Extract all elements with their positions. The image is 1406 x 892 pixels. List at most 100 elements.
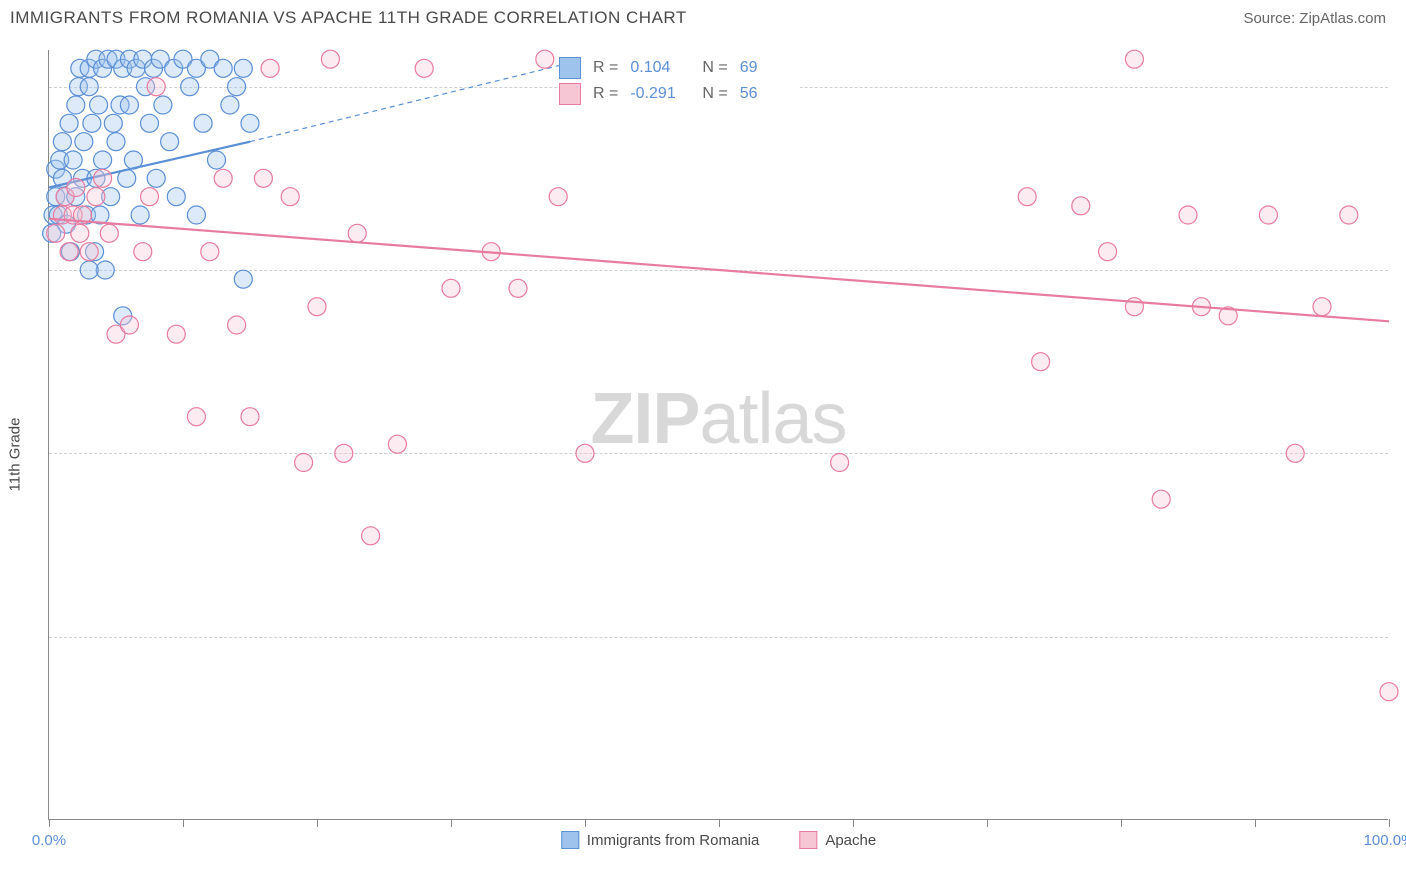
legend-series-label: Immigrants from Romania	[587, 832, 760, 849]
data-point	[1179, 206, 1197, 224]
r-value: -0.291	[630, 85, 690, 103]
data-point	[442, 279, 460, 297]
data-point	[1099, 243, 1117, 261]
legend-series-item: Apache	[799, 831, 876, 849]
y-tick-label: 70.0%	[1398, 628, 1406, 645]
data-point	[194, 114, 212, 132]
data-point	[120, 316, 138, 334]
data-point	[141, 188, 159, 206]
data-point	[348, 224, 366, 242]
data-point	[1018, 188, 1036, 206]
data-point	[80, 78, 98, 96]
data-point	[362, 527, 380, 545]
y-axis-label: 11th Grade	[7, 418, 24, 492]
data-point	[1259, 206, 1277, 224]
data-point	[80, 261, 98, 279]
legend-swatch	[559, 83, 581, 105]
chart-plot-area: 70.0%80.0%90.0%100.0% ZIPatlas R =0.104N…	[48, 50, 1388, 820]
x-tick	[451, 819, 452, 827]
x-tick	[183, 819, 184, 827]
data-point	[1072, 197, 1090, 215]
data-point	[53, 133, 71, 151]
data-point	[214, 59, 232, 77]
data-point	[295, 454, 313, 472]
data-point	[228, 78, 246, 96]
data-point	[187, 206, 205, 224]
data-point	[254, 169, 272, 187]
data-point	[161, 133, 179, 151]
x-tick	[1389, 819, 1390, 827]
data-point	[104, 114, 122, 132]
data-point	[1032, 353, 1050, 371]
x-tick	[585, 819, 586, 827]
data-point	[1286, 444, 1304, 462]
series-legend: Immigrants from Romania Apache	[561, 831, 876, 849]
data-point	[94, 169, 112, 187]
data-point	[261, 59, 279, 77]
data-point	[107, 133, 125, 151]
data-point	[549, 188, 567, 206]
data-point	[308, 298, 326, 316]
x-tick-label: 100.0%	[1364, 832, 1406, 849]
data-point	[228, 316, 246, 334]
data-point	[241, 114, 259, 132]
n-value: 56	[740, 85, 800, 103]
data-point	[94, 151, 112, 169]
data-point	[64, 151, 82, 169]
data-point	[201, 243, 219, 261]
data-point	[1125, 50, 1143, 68]
chart-title: IMMIGRANTS FROM ROMANIA VS APACHE 11TH G…	[10, 8, 687, 28]
x-tick-label: 0.0%	[32, 832, 66, 849]
y-tick-label: 80.0%	[1398, 445, 1406, 462]
data-point	[154, 96, 172, 114]
data-point	[234, 59, 252, 77]
data-point	[131, 206, 149, 224]
data-point	[75, 133, 93, 151]
data-point	[831, 454, 849, 472]
data-point	[1313, 298, 1331, 316]
x-tick	[1255, 819, 1256, 827]
data-point	[67, 96, 85, 114]
data-point	[208, 151, 226, 169]
x-tick	[987, 819, 988, 827]
data-point	[71, 224, 89, 242]
data-point	[90, 96, 108, 114]
n-label: N =	[702, 85, 727, 103]
data-point	[1340, 206, 1358, 224]
data-point	[388, 435, 406, 453]
data-point	[509, 279, 527, 297]
data-point	[234, 270, 252, 288]
data-point	[96, 261, 114, 279]
legend-swatch	[559, 57, 581, 79]
data-point	[281, 188, 299, 206]
r-label: R =	[593, 59, 618, 77]
data-point	[415, 59, 433, 77]
data-point	[80, 243, 98, 261]
data-point	[241, 408, 259, 426]
data-point	[87, 188, 105, 206]
data-point	[141, 114, 159, 132]
data-point	[67, 179, 85, 197]
data-point	[181, 78, 199, 96]
x-tick	[853, 819, 854, 827]
data-point	[120, 96, 138, 114]
data-point	[147, 78, 165, 96]
data-point	[576, 444, 594, 462]
x-tick	[719, 819, 720, 827]
data-point	[100, 224, 118, 242]
data-point	[147, 169, 165, 187]
legend-swatch	[799, 831, 817, 849]
data-point	[1152, 490, 1170, 508]
x-tick	[317, 819, 318, 827]
data-point	[167, 325, 185, 343]
scatter-plot-svg	[49, 50, 1388, 819]
data-point	[60, 243, 78, 261]
y-tick-label: 100.0%	[1398, 78, 1406, 95]
n-value: 69	[740, 59, 800, 77]
data-point	[60, 114, 78, 132]
y-tick-label: 90.0%	[1398, 262, 1406, 279]
legend-stats-row: R =0.104N =69	[559, 55, 800, 81]
data-point	[335, 444, 353, 462]
data-point	[187, 408, 205, 426]
source-label: Source: ZipAtlas.com	[1243, 10, 1386, 27]
